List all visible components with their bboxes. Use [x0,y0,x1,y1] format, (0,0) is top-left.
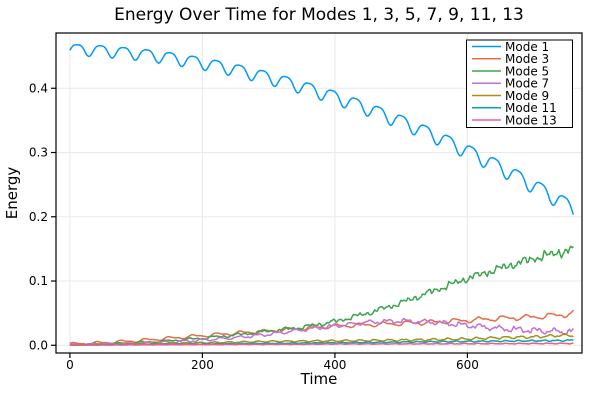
legend-label-mode-7: Mode 7 [505,77,549,91]
legend-label-mode-3: Mode 3 [505,52,549,66]
plot-frame [55,32,583,354]
y-tick-label: 0.1 [29,274,48,288]
y-tick-label: 0.4 [29,81,48,95]
series-line-mode-9 [69,332,574,346]
tick-layer: 0 200 400 600 0.0 0.1 0.2 0.3 0.4 [29,81,479,372]
x-axis-label: Time [300,370,338,388]
y-tick-label: 0.0 [29,338,48,352]
x-tick-label: 600 [456,358,479,372]
y-tick-label: 0.2 [29,210,48,224]
legend-label-mode-1: Mode 1 [505,40,549,54]
chart-title: Energy Over Time for Modes 1, 3, 5, 7, 9… [114,5,524,25]
x-tick-label: 0 [66,358,74,372]
legend-label-mode-9: Mode 9 [505,89,549,103]
legend-label-mode-11: Mode 11 [505,101,557,115]
y-axis-label: Energy [3,167,21,220]
legend-label-mode-13: Mode 13 [505,113,557,127]
series-line-mode-3 [69,309,574,346]
x-tick-label: 400 [323,358,346,372]
x-tick-label: 200 [191,358,214,372]
series-line-mode-13 [69,342,574,346]
legend-label-mode-5: Mode 5 [505,64,549,78]
series-line-mode-5 [69,245,574,346]
series-layer [69,43,575,346]
series-line-mode-1 [69,43,575,215]
y-tick-label: 0.3 [29,146,48,160]
